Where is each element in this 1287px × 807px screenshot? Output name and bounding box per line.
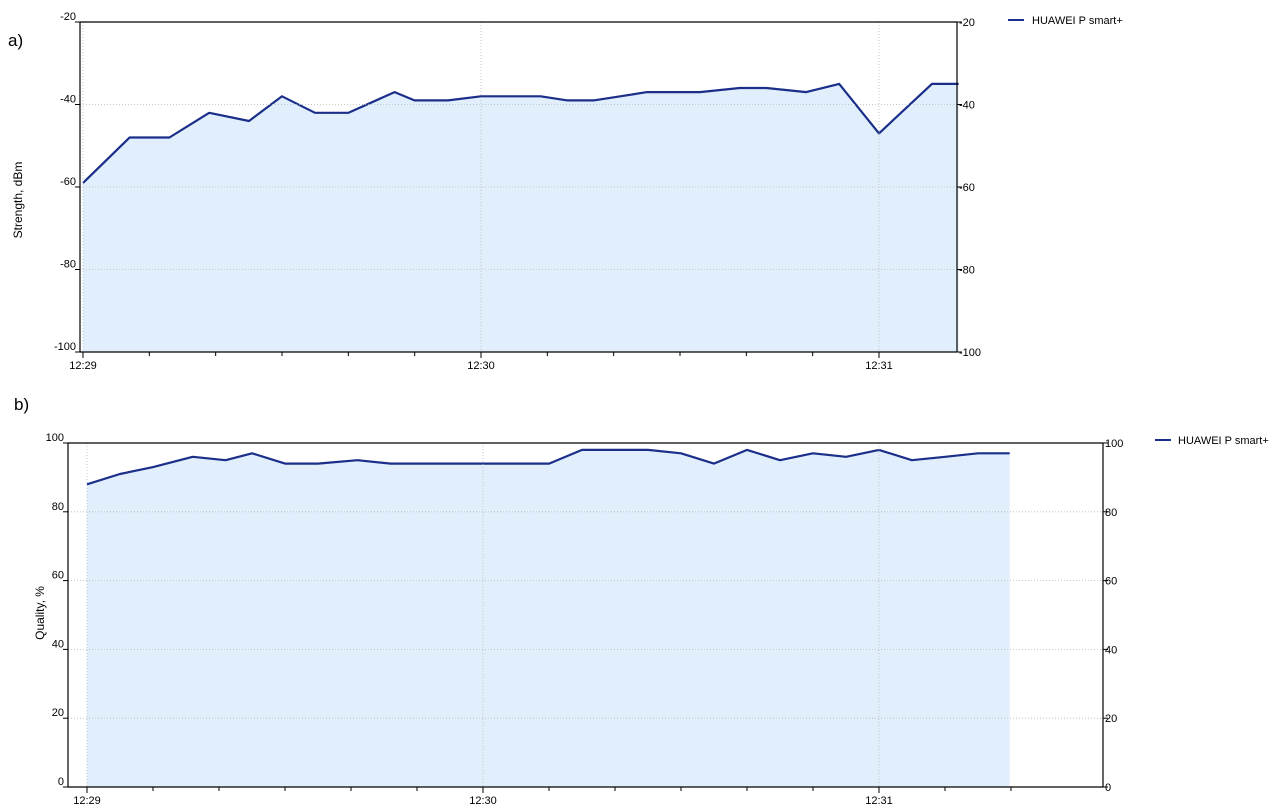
strength-legend: HUAWEI P smart+ (1008, 15, 1123, 27)
strength-x-tick-label: 12:29 (69, 360, 97, 372)
quality-y-tick-label: 20 (52, 707, 64, 719)
strength-y-tick-label: -20 (60, 11, 76, 23)
quality-x-tick-label: 12:31 (865, 795, 893, 807)
quality-y-tick-label-right: 100 (1105, 438, 1123, 450)
quality-y-axis-label: Quality, % (33, 586, 47, 640)
quality-y-tick-label: 40 (52, 638, 64, 650)
quality-y-tick-label: 80 (52, 501, 64, 513)
panel-a-label: a) (8, 31, 23, 50)
quality-y-tick-label-right: 0 (1105, 782, 1111, 794)
quality-y-tick-label: 0 (58, 776, 64, 788)
strength-y-tick-label: -60 (60, 176, 76, 188)
quality-series-area (87, 449, 1010, 787)
strength-y-tick-label-right: -60 (959, 182, 975, 194)
strength-legend-label: HUAWEI P smart+ (1032, 15, 1123, 27)
strength-y-tick-label-right: -20 (959, 17, 975, 29)
strength-x-tick-label: 12:30 (467, 360, 495, 372)
strength-y-tick-label-right: -40 (959, 100, 975, 112)
quality-x-tick-label: 12:29 (73, 795, 101, 807)
quality-y-tick-label: 60 (52, 570, 64, 582)
strength-y-axis-label: Strength, dBm (11, 162, 25, 239)
strength-y-tick-label: -100 (54, 341, 76, 353)
quality-chart-panel: b) Quality, % HUAWEI P smart+ 100 100 80 80… (14, 395, 1269, 807)
strength-y-tick-label: -40 (60, 94, 76, 106)
quality-legend-label: HUAWEI P smart+ (1178, 435, 1269, 447)
strength-y-tick-label-right: -80 (959, 265, 975, 277)
strength-y-tick-label-right: -100 (959, 347, 981, 359)
strength-series-area (83, 83, 959, 353)
quality-y-tick-label-right: 20 (1105, 713, 1117, 725)
strength-y-tick-label: -80 (60, 259, 76, 271)
quality-y-tick-label-right: 40 (1105, 644, 1117, 656)
quality-legend: HUAWEI P smart+ (1155, 435, 1269, 447)
quality-x-tick-label: 12:30 (469, 795, 497, 807)
quality-y-tick-label: 100 (46, 432, 64, 444)
quality-y-tick-label-right: 80 (1105, 507, 1117, 519)
strength-x-tick-label: 12:31 (865, 360, 893, 372)
strength-chart-panel: a) Strength, dBm HUAWEI P smart+ -20 -20 -… (8, 11, 1123, 372)
quality-y-tick-label-right: 60 (1105, 576, 1117, 588)
panel-b-label: b) (14, 395, 29, 414)
